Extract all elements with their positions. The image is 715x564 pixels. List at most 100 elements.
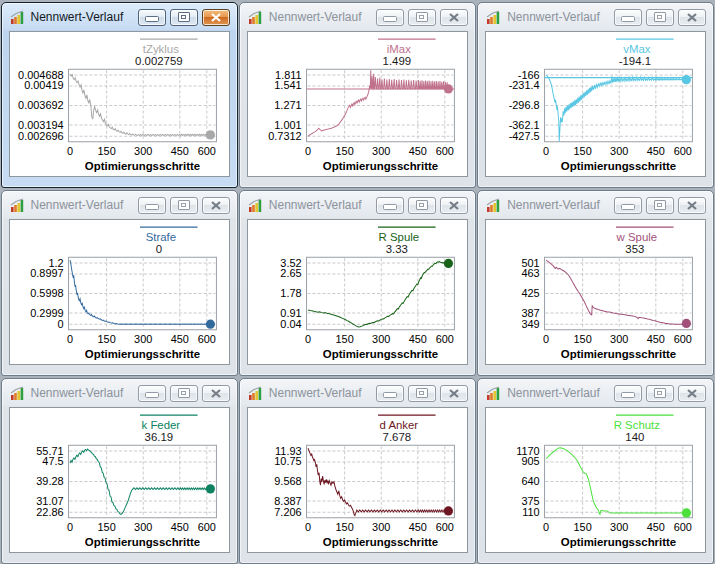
chart-canvas: 11.9310.759.5688.3877.2060150300450600Op… [248, 408, 467, 552]
x-tick-label: 150 [335, 521, 353, 533]
window-titlebar[interactable]: Nennwert-Verlauf [2, 191, 237, 218]
minimize-icon [383, 16, 397, 22]
y-tick-label: 1.271 [274, 99, 301, 111]
maximize-button[interactable] [408, 197, 436, 214]
window-title: Nennwert-Verlauf [507, 386, 600, 400]
x-tick-label: 300 [372, 145, 390, 157]
close-button[interactable] [678, 9, 706, 26]
y-tick-label: 425 [522, 287, 540, 299]
minimize-button[interactable] [138, 9, 166, 26]
x-tick-label: 300 [372, 333, 390, 345]
x-axis-title: Optimierungsschritte [84, 348, 199, 360]
x-tick-label: 450 [409, 333, 427, 345]
maximize-icon [416, 388, 428, 398]
chart-area: 11.9310.759.5688.3877.2060150300450600Op… [247, 407, 468, 553]
y-tick-label: 0.7312 [268, 130, 301, 142]
close-icon [210, 13, 222, 22]
close-button[interactable] [202, 9, 230, 26]
series-value: 3.33 [386, 243, 408, 255]
series-value: 353 [626, 243, 645, 255]
x-tick-label: 450 [409, 145, 427, 157]
x-tick-label: 300 [610, 333, 628, 345]
x-tick-label: 150 [574, 145, 592, 157]
chart-window: Nennwert-Verlauf 50146342538734901503004… [477, 190, 714, 376]
minimize-button[interactable] [376, 9, 404, 26]
chart-app-icon [10, 10, 26, 25]
window-titlebar[interactable]: Nennwert-Verlauf [478, 3, 713, 30]
window-titlebar[interactable]: Nennwert-Verlauf [240, 191, 475, 218]
maximize-button[interactable] [408, 385, 436, 402]
minimize-button[interactable] [138, 385, 166, 402]
end-marker [682, 75, 691, 84]
series-name: Strafe [145, 231, 175, 243]
y-tick-label: 0.8997 [30, 267, 63, 279]
minimize-button[interactable] [138, 197, 166, 214]
maximize-button[interactable] [646, 385, 674, 402]
chart-app-icon [486, 198, 502, 213]
minimize-button[interactable] [614, 197, 642, 214]
end-marker [444, 506, 453, 515]
series-name: tZyklus [142, 43, 178, 55]
x-tick-label: 0 [543, 145, 549, 157]
x-axis-title: Optimierungsschritte [84, 536, 199, 548]
close-icon [210, 389, 222, 398]
x-tick-label: 450 [647, 333, 665, 345]
minimize-button[interactable] [614, 9, 642, 26]
x-tick-label: 150 [574, 333, 592, 345]
end-marker [444, 84, 453, 93]
y-tick-label: 2.65 [280, 267, 301, 279]
end-marker [205, 320, 214, 329]
close-button[interactable] [440, 385, 468, 402]
window-titlebar[interactable]: Nennwert-Verlauf [2, 3, 237, 30]
y-tick-label: 0.003692 [18, 99, 63, 111]
close-button[interactable] [678, 385, 706, 402]
x-tick-label: 300 [610, 521, 628, 533]
close-button[interactable] [678, 197, 706, 214]
y-tick-label: 0 [57, 318, 63, 330]
window-titlebar[interactable]: Nennwert-Verlauf [2, 379, 237, 406]
maximize-button[interactable] [170, 385, 198, 402]
x-tick-label: 0 [305, 521, 311, 533]
chart-app-icon [248, 10, 264, 25]
chart-canvas: 1.8111.5411.2711.0010.73120150300450600O… [248, 32, 467, 176]
maximize-button[interactable] [170, 197, 198, 214]
minimize-button[interactable] [376, 385, 404, 402]
x-tick-label: 600 [436, 521, 454, 533]
y-tick-label: 39.28 [36, 475, 63, 487]
x-axis-title: Optimierungsschritte [561, 536, 676, 548]
maximize-button[interactable] [646, 9, 674, 26]
maximize-icon [654, 388, 666, 398]
window-titlebar[interactable]: Nennwert-Verlauf [478, 191, 713, 218]
chart-app-icon [248, 386, 264, 401]
minimize-button[interactable] [614, 385, 642, 402]
window-titlebar[interactable]: Nennwert-Verlauf [240, 379, 475, 406]
close-button[interactable] [202, 197, 230, 214]
close-button[interactable] [440, 9, 468, 26]
chart-window: Nennwert-Verlauf 0.0046880.004190.003692… [1, 2, 238, 188]
chart-app-icon [486, 386, 502, 401]
maximize-button[interactable] [170, 9, 198, 26]
series-name: R Schutz [614, 419, 661, 431]
series-line [70, 260, 210, 324]
series-line [546, 75, 686, 141]
chart-area: -166-231.4-296.8-362.1-427.5015030045060… [485, 31, 706, 177]
maximize-icon [416, 200, 428, 210]
y-tick-label: 905 [522, 455, 540, 467]
minimize-button[interactable] [376, 197, 404, 214]
close-button[interactable] [202, 385, 230, 402]
chart-window: Nennwert-Verlauf 1.20.89970.59980.299900… [1, 190, 238, 376]
window-titlebar[interactable]: Nennwert-Verlauf [478, 379, 713, 406]
series-value: 0 [155, 243, 161, 255]
y-tick-label: 10.75 [274, 455, 301, 467]
x-tick-label: 300 [134, 145, 152, 157]
series-name: iMax [387, 43, 411, 55]
y-tick-label: 9.568 [274, 475, 301, 487]
maximize-button[interactable] [408, 9, 436, 26]
close-button[interactable] [440, 197, 468, 214]
x-axis-title: Optimierungsschritte [323, 536, 438, 548]
maximize-icon [654, 200, 666, 210]
window-titlebar[interactable]: Nennwert-Verlauf [240, 3, 475, 30]
y-tick-label: -231.4 [509, 79, 540, 91]
y-tick-label: 7.206 [274, 506, 301, 518]
maximize-button[interactable] [646, 197, 674, 214]
